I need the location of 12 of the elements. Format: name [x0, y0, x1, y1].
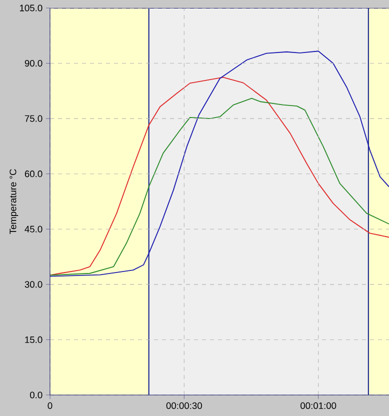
y-tick-label: 15.0 — [25, 336, 42, 344]
x-tick-label: 00:00:30 — [166, 402, 202, 409]
y-axis-title: Temperature °C — [10, 169, 18, 234]
y-tick-label: 0.0 — [30, 392, 42, 398]
y-tick-label: 105.0 — [20, 4, 42, 12]
y-tick-label: 45.0 — [24, 226, 42, 232]
y-tick-label: 90.0 — [24, 60, 42, 67]
y-tick-label: 30.0 — [24, 281, 42, 288]
x-tick-label: 0 — [48, 402, 52, 409]
x-tick-label: 00:01:00 — [300, 402, 336, 409]
y-tick-label: 60.0 — [24, 170, 42, 178]
y-tick-label: 75.0 — [24, 115, 42, 122]
